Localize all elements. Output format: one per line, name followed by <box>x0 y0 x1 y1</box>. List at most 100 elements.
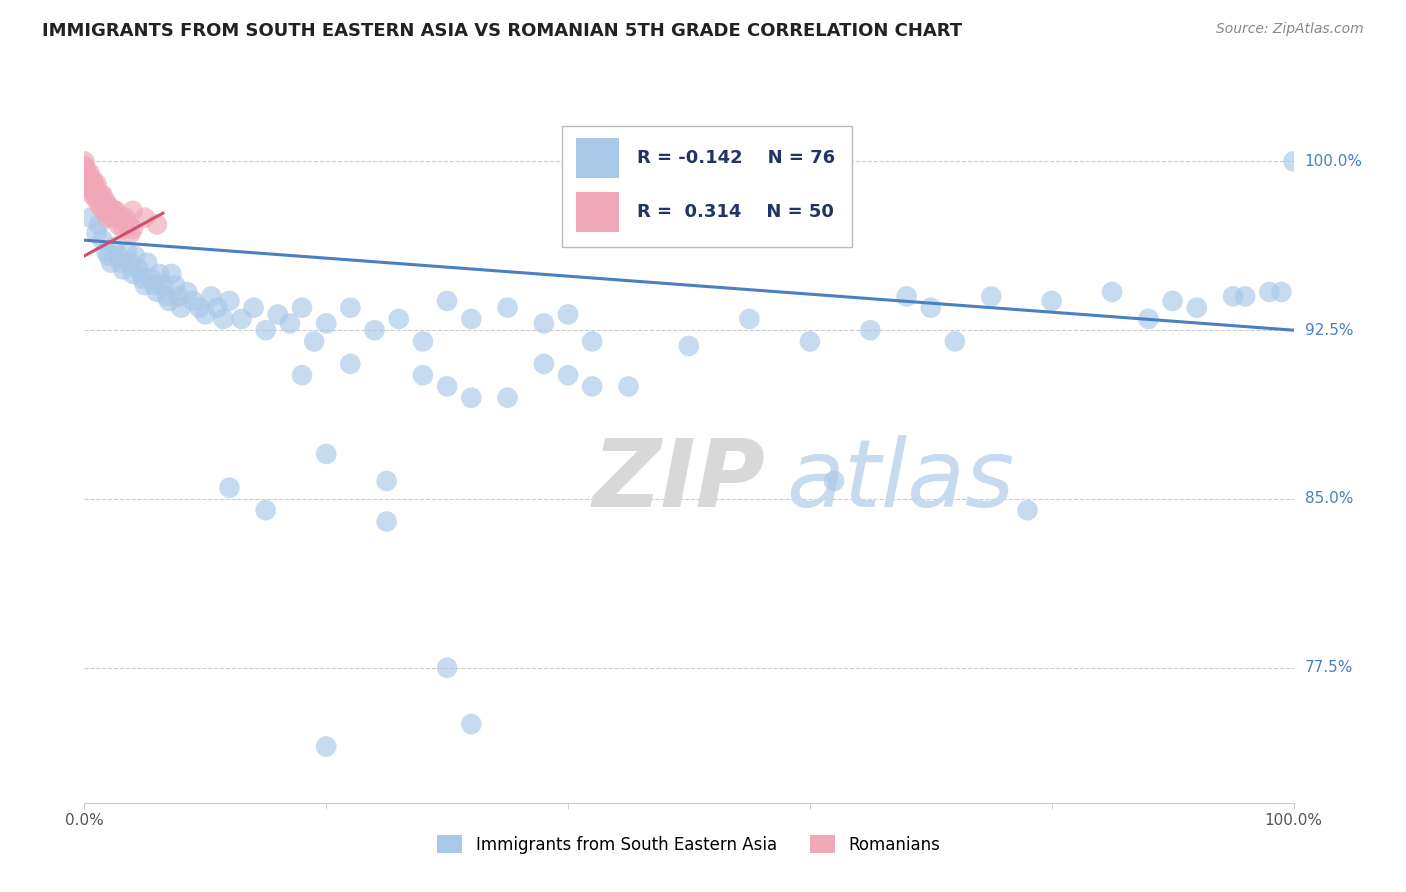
Point <box>110 255 132 269</box>
Point <box>302 334 325 349</box>
Point <box>86 194 108 209</box>
Point <box>143 278 166 293</box>
Point <box>124 249 146 263</box>
Point <box>94 244 117 259</box>
Point <box>291 368 314 383</box>
Point <box>121 267 143 281</box>
Point <box>89 199 111 213</box>
Point <box>363 323 385 337</box>
Point <box>110 211 132 225</box>
Point <box>1017 503 1039 517</box>
Point <box>73 154 96 169</box>
Point <box>339 301 361 315</box>
Point <box>157 293 180 308</box>
Point <box>90 188 112 202</box>
Point <box>84 188 107 202</box>
Point <box>77 177 100 191</box>
Point <box>315 317 337 331</box>
Point <box>436 293 458 308</box>
Text: R =  0.314    N = 50: R = 0.314 N = 50 <box>637 203 834 221</box>
Point <box>76 166 98 180</box>
Point <box>139 271 162 285</box>
Point <box>77 166 100 180</box>
Point <box>91 194 114 209</box>
Point <box>80 181 103 195</box>
Point <box>278 317 301 331</box>
Point <box>1137 312 1160 326</box>
FancyBboxPatch shape <box>576 192 619 233</box>
Point <box>1101 285 1123 299</box>
Point <box>254 323 277 337</box>
Point <box>436 661 458 675</box>
Point <box>896 289 918 303</box>
Point <box>200 289 222 303</box>
Point <box>1234 289 1257 303</box>
Point <box>315 447 337 461</box>
Point <box>148 267 170 281</box>
Text: 85.0%: 85.0% <box>1305 491 1353 507</box>
Point <box>799 334 821 349</box>
Point <box>76 172 98 186</box>
Point <box>170 301 193 315</box>
Point <box>97 199 120 213</box>
Point <box>460 312 482 326</box>
Point <box>460 717 482 731</box>
Point <box>73 159 96 173</box>
Point <box>181 293 204 308</box>
Point <box>75 166 97 180</box>
Point <box>267 307 290 321</box>
Point <box>207 301 229 315</box>
Point <box>412 368 434 383</box>
Point <box>77 172 100 186</box>
Point <box>496 391 519 405</box>
Text: R = -0.142    N = 76: R = -0.142 N = 76 <box>637 149 835 167</box>
Text: 100.0%: 100.0% <box>1305 154 1362 169</box>
Point <box>165 278 187 293</box>
Point <box>136 255 159 269</box>
Point <box>254 503 277 517</box>
Point <box>188 301 211 315</box>
Point <box>97 249 120 263</box>
Point <box>79 177 101 191</box>
Point <box>86 181 108 195</box>
Text: IMMIGRANTS FROM SOUTH EASTERN ASIA VS ROMANIAN 5TH GRADE CORRELATION CHART: IMMIGRANTS FROM SOUTH EASTERN ASIA VS RO… <box>42 22 962 40</box>
Point <box>557 368 579 383</box>
Point <box>100 255 122 269</box>
Point <box>87 218 110 232</box>
Point <box>104 203 127 218</box>
Point <box>1282 154 1305 169</box>
FancyBboxPatch shape <box>576 138 619 178</box>
Point <box>114 211 136 225</box>
Point <box>291 301 314 315</box>
Point <box>375 474 398 488</box>
Point <box>84 188 107 202</box>
Text: Source: ZipAtlas.com: Source: ZipAtlas.com <box>1216 22 1364 37</box>
Point <box>86 227 108 241</box>
Point <box>167 289 190 303</box>
Point <box>82 188 104 202</box>
Point <box>738 312 761 326</box>
Point <box>176 285 198 299</box>
Point <box>77 181 100 195</box>
Point <box>103 211 125 225</box>
Point <box>242 301 264 315</box>
Point <box>115 218 138 232</box>
Point <box>107 249 129 263</box>
Point <box>1161 293 1184 308</box>
Point <box>194 307 217 321</box>
Text: atlas: atlas <box>786 435 1014 526</box>
Point <box>80 181 103 195</box>
Point <box>75 161 97 175</box>
Point <box>218 293 240 308</box>
Point <box>859 323 882 337</box>
Point <box>134 278 156 293</box>
Point <box>152 278 174 293</box>
Point <box>980 289 1002 303</box>
Point <box>920 301 942 315</box>
Point <box>1040 293 1063 308</box>
Point <box>128 262 150 277</box>
Point <box>110 211 132 225</box>
Point <box>91 233 114 247</box>
Point <box>533 357 555 371</box>
Point <box>315 739 337 754</box>
